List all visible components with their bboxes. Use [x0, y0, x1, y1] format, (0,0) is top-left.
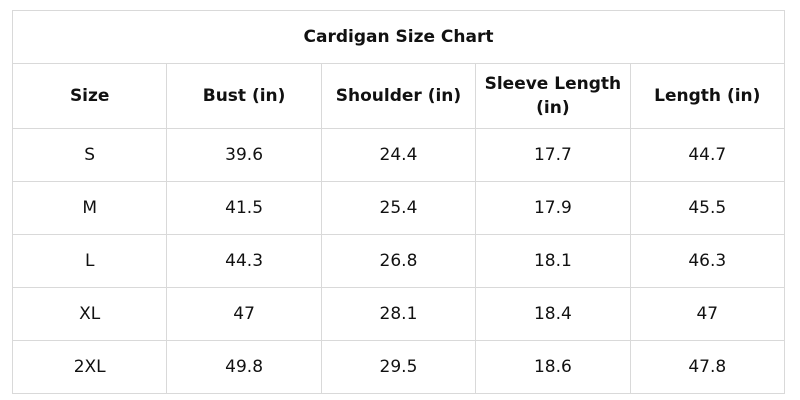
- data-row: L 44.3 26.8 18.1 46.3: [11, 234, 786, 288]
- column-header: Shoulder (in): [320, 63, 477, 129]
- measure-cell: 18.1: [475, 234, 631, 288]
- measure-cell: 17.7: [475, 128, 631, 182]
- data-row: M 41.5 25.4 17.9 45.5: [11, 181, 786, 235]
- measure-cell: 44.7: [629, 128, 786, 182]
- table-body: S 39.6 24.4 17.7 44.7 M 41.5 25.4 17.9 45.5 L 44.3 2…: [11, 128, 786, 394]
- measure-cell: 45.5: [629, 181, 786, 235]
- column-header: Size: [11, 63, 168, 129]
- measure-cell: 25.4: [320, 181, 477, 235]
- data-row: 2XL 49.8 29.5 18.6 47.8: [11, 340, 786, 394]
- size-cell: L: [11, 234, 168, 288]
- measure-cell: 18.4: [475, 287, 631, 341]
- measure-cell: 29.5: [320, 340, 477, 394]
- measure-cell: 44.3: [166, 234, 322, 288]
- table-title: Cardigan Size Chart: [12, 10, 785, 64]
- data-row: XL 47 28.1 18.4 47: [11, 287, 786, 341]
- measure-cell: 49.8: [166, 340, 322, 394]
- data-row: S 39.6 24.4 17.7 44.7: [11, 128, 786, 182]
- measure-cell: 24.4: [320, 128, 477, 182]
- title-row: Cardigan Size Chart: [12, 10, 785, 64]
- measure-cell: 46.3: [629, 234, 786, 288]
- table-head: Cardigan Size Chart Size Bust (in) Shoulde…: [11, 10, 786, 129]
- measure-cell: 47.8: [629, 340, 786, 394]
- size-cell: S: [11, 128, 168, 182]
- size-cell: M: [11, 181, 168, 235]
- size-cell: 2XL: [11, 340, 168, 394]
- measure-cell: 39.6: [166, 128, 322, 182]
- measure-cell: 28.1: [320, 287, 477, 341]
- measure-cell: 47: [629, 287, 786, 341]
- measure-cell: 47: [166, 287, 322, 341]
- measure-cell: 41.5: [166, 181, 322, 235]
- header-row: Size Bust (in) Shoulder (in) Sleeve Length …: [11, 63, 786, 129]
- column-header: Bust (in): [166, 63, 322, 129]
- size-table: Cardigan Size Chart Size Bust (in) Shoulde…: [11, 10, 786, 394]
- column-header: Length (in): [629, 63, 786, 129]
- measure-cell: 17.9: [475, 181, 631, 235]
- size-cell: XL: [11, 287, 168, 341]
- measure-cell: 18.6: [475, 340, 631, 394]
- column-header: Sleeve Length (in): [475, 63, 631, 129]
- measure-cell: 26.8: [320, 234, 477, 288]
